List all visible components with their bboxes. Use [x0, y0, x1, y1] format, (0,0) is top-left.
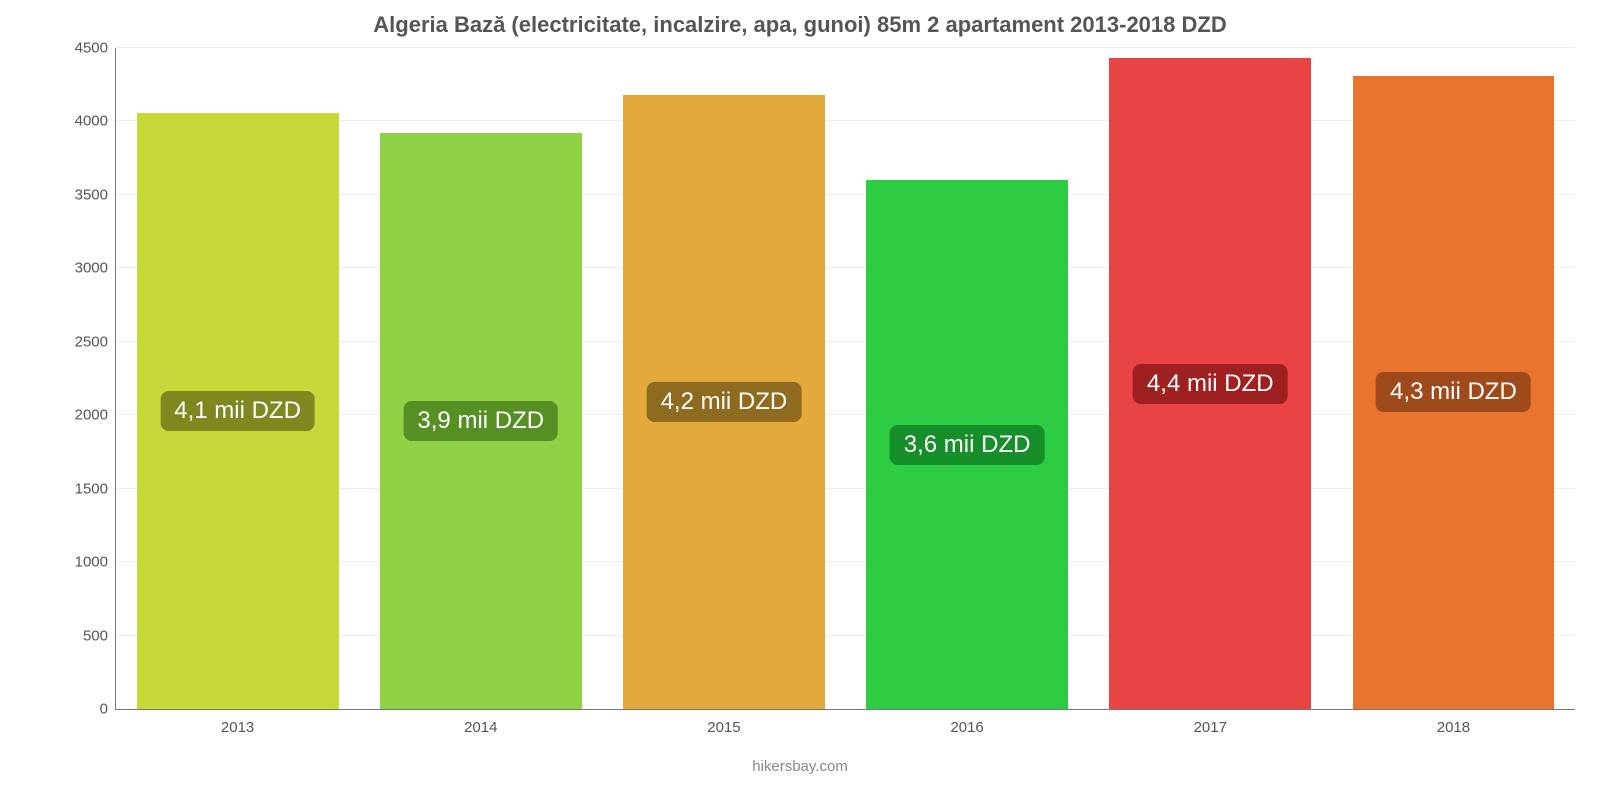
y-tick-label: 2000: [66, 407, 116, 424]
y-tick-label: 4000: [66, 113, 116, 130]
bar-slot: 4,3 mii DZD2018: [1332, 48, 1575, 709]
y-tick-label: 1500: [66, 480, 116, 497]
bar-slot: 4,1 mii DZD2013: [116, 48, 359, 709]
y-tick-label: 3000: [66, 260, 116, 277]
chart-container: 050010001500200025003000350040004500 4,1…: [55, 48, 1575, 758]
chart-footer: hikersbay.com: [752, 758, 848, 775]
bar-slot: 3,9 mii DZD2014: [359, 48, 602, 709]
bar: 4,4 mii DZD: [1109, 58, 1311, 709]
y-tick-label: 500: [66, 627, 116, 644]
bar-value-badge: 4,1 mii DZD: [160, 391, 315, 431]
bar: 4,2 mii DZD: [623, 95, 825, 709]
bar: 4,1 mii DZD: [137, 113, 339, 709]
y-tick-label: 2500: [66, 333, 116, 350]
chart-title: Algeria Bază (electricitate, incalzire, …: [373, 12, 1226, 38]
bar-value-badge: 3,9 mii DZD: [403, 401, 558, 441]
bar: 4,3 mii DZD: [1353, 76, 1555, 709]
y-tick-label: 3500: [66, 186, 116, 203]
x-tick-label: 2013: [221, 709, 254, 736]
x-tick-label: 2018: [1437, 709, 1470, 736]
bar-slot: 4,4 mii DZD2017: [1089, 48, 1332, 709]
bar-slot: 3,6 mii DZD2016: [846, 48, 1089, 709]
y-tick-label: 4500: [66, 40, 116, 57]
x-tick-label: 2017: [1194, 709, 1227, 736]
bar: 3,6 mii DZD: [866, 180, 1068, 709]
y-tick-label: 1000: [66, 554, 116, 571]
bar-slot: 4,2 mii DZD2015: [602, 48, 845, 709]
bar-value-badge: 4,2 mii DZD: [647, 382, 802, 422]
x-tick-label: 2015: [707, 709, 740, 736]
x-tick-label: 2016: [950, 709, 983, 736]
bar-value-badge: 4,3 mii DZD: [1376, 372, 1531, 412]
x-tick-label: 2014: [464, 709, 497, 736]
bar-value-badge: 3,6 mii DZD: [890, 425, 1045, 465]
y-tick-label: 0: [66, 701, 116, 718]
bars-row: 4,1 mii DZD20133,9 mii DZD20144,2 mii DZ…: [116, 48, 1575, 709]
plot-area: 050010001500200025003000350040004500 4,1…: [115, 48, 1575, 710]
bar: 3,9 mii DZD: [380, 133, 582, 709]
bar-value-badge: 4,4 mii DZD: [1133, 364, 1288, 404]
